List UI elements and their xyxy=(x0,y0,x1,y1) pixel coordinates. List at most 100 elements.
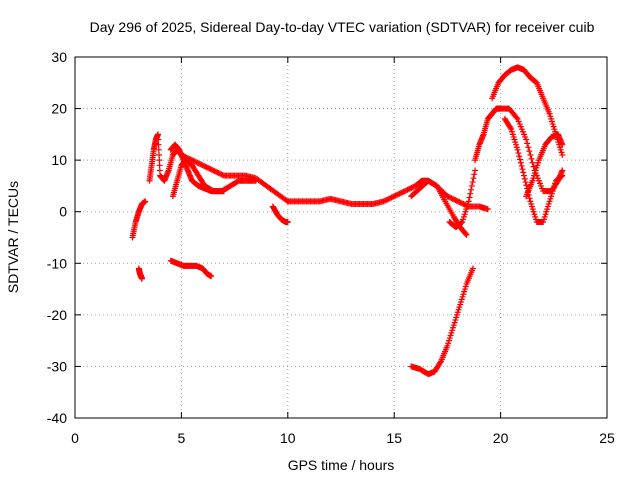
series-track-n xyxy=(501,115,566,226)
data-point xyxy=(527,151,534,158)
data-point xyxy=(470,175,477,182)
data-point xyxy=(437,359,444,366)
data-point xyxy=(389,193,396,200)
data-point xyxy=(530,163,537,170)
data-point xyxy=(456,199,463,206)
data-point xyxy=(465,198,472,205)
y-tick-label: 20 xyxy=(51,101,67,117)
data-point xyxy=(526,195,533,202)
data-point xyxy=(219,171,226,178)
data-point xyxy=(211,168,218,175)
x-tick-label: 25 xyxy=(599,430,615,446)
data-point xyxy=(520,169,527,176)
data-point xyxy=(215,170,222,177)
data-point xyxy=(516,153,523,160)
data-point xyxy=(142,198,149,205)
data-point xyxy=(194,159,201,166)
data-point xyxy=(401,188,408,195)
x-tick-label: 10 xyxy=(280,430,296,446)
data-point xyxy=(400,188,407,195)
x-tick-label: 5 xyxy=(178,430,186,446)
data-point xyxy=(387,195,394,202)
x-tick-label: 15 xyxy=(386,430,402,446)
y-tick-label: -20 xyxy=(47,307,67,323)
data-point xyxy=(407,185,414,192)
data-point xyxy=(207,166,214,173)
series-track-h xyxy=(284,177,491,213)
data-point xyxy=(451,196,458,203)
data-point xyxy=(156,167,163,174)
data-point xyxy=(395,191,402,198)
plot-frame xyxy=(74,56,608,419)
series-track-i xyxy=(408,177,470,238)
data-point xyxy=(193,159,200,166)
data-point xyxy=(469,265,476,272)
data-point xyxy=(559,167,566,174)
data-point xyxy=(447,194,454,201)
y-tick-label: -10 xyxy=(47,255,67,271)
data-point xyxy=(466,194,473,201)
data-point xyxy=(515,150,522,157)
data-point xyxy=(202,163,209,170)
data-point xyxy=(206,165,213,172)
data-point xyxy=(218,171,225,178)
data-point xyxy=(444,193,451,200)
data-point xyxy=(405,186,412,193)
series-track-a xyxy=(129,198,149,241)
data-point xyxy=(448,195,455,202)
data-point xyxy=(190,157,197,164)
y-tick-label: 10 xyxy=(51,152,67,168)
data-point xyxy=(453,197,460,204)
data-point xyxy=(409,184,416,191)
data-point xyxy=(156,162,163,169)
data-point xyxy=(462,230,469,237)
data-points xyxy=(129,64,566,378)
y-tick-label: 0 xyxy=(59,204,67,220)
x-axis-title: GPS time / hours xyxy=(288,457,395,473)
data-point xyxy=(380,198,387,205)
data-point xyxy=(397,190,404,197)
data-point xyxy=(393,191,400,198)
data-point xyxy=(559,172,566,179)
series-track-g xyxy=(269,203,291,226)
series-track-f xyxy=(167,257,215,280)
series-track-o xyxy=(523,131,566,200)
x-tick-label: 0 xyxy=(71,430,79,446)
data-point xyxy=(155,141,162,148)
y-axis-title: SDTVAR / TECUs xyxy=(5,181,21,293)
data-point xyxy=(463,231,470,238)
data-point xyxy=(198,161,205,168)
data-point xyxy=(403,187,410,194)
data-point xyxy=(484,206,491,213)
data-point xyxy=(199,162,206,169)
data-point xyxy=(195,160,202,167)
data-point xyxy=(517,156,524,163)
x-tick-label: 20 xyxy=(493,430,509,446)
data-point xyxy=(214,169,221,176)
data-point xyxy=(252,177,259,184)
series-track-e xyxy=(169,157,259,200)
data-point xyxy=(522,179,529,186)
data-point xyxy=(391,193,398,200)
data-point xyxy=(396,190,403,197)
data-point xyxy=(155,136,162,143)
data-point xyxy=(529,159,536,166)
axis-ticks: 0 5 10 15 20 25 -40 -30 -20 -10 0 10 20 30 xyxy=(47,49,615,446)
data-point xyxy=(455,198,462,205)
data-point xyxy=(384,196,391,203)
data-point xyxy=(519,166,526,173)
data-point xyxy=(457,199,464,206)
data-point xyxy=(524,140,531,147)
data-point xyxy=(208,273,215,280)
data-point xyxy=(452,197,459,204)
data-point xyxy=(471,171,478,178)
data-point xyxy=(517,159,524,166)
data-point xyxy=(514,146,521,153)
data-point xyxy=(528,155,535,162)
data-point xyxy=(523,136,530,143)
data-point xyxy=(525,144,532,151)
chart-title: Day 296 of 2025, Sidereal Day-to-day VTE… xyxy=(90,19,595,35)
data-point xyxy=(523,182,530,189)
data-point xyxy=(210,167,217,174)
data-point xyxy=(458,219,465,226)
